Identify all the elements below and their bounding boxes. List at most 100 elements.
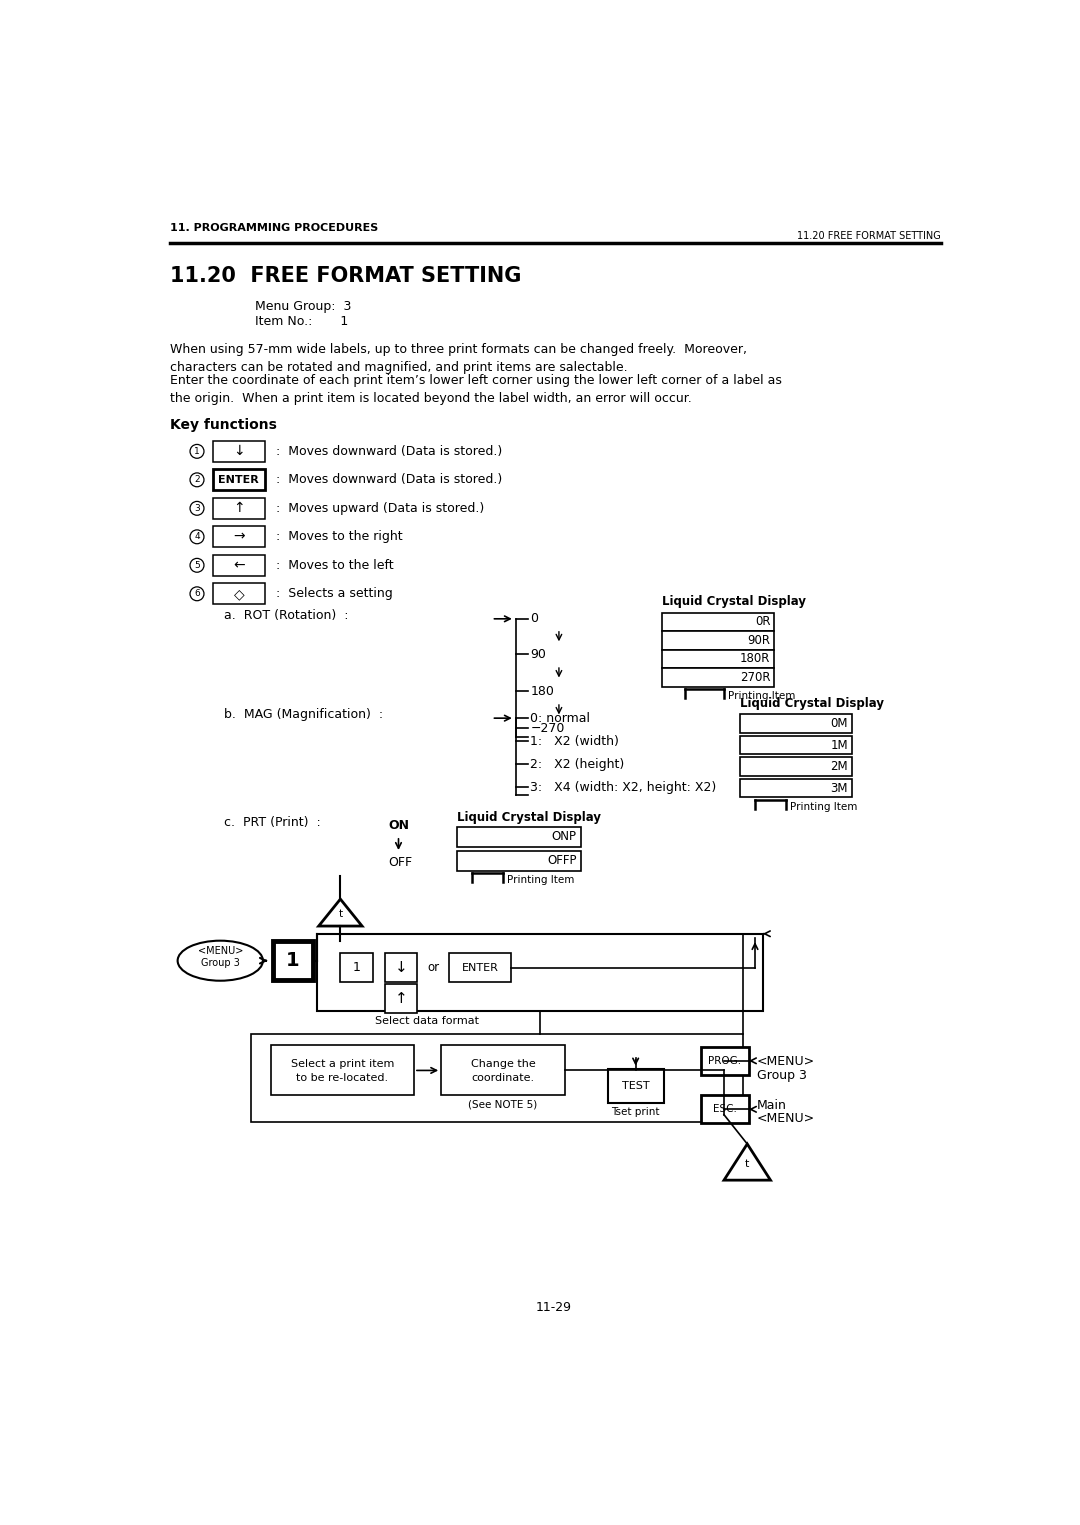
Text: ONP: ONP <box>552 830 577 843</box>
Text: −270: −270 <box>530 721 565 735</box>
Bar <box>740 779 852 798</box>
Text: 0M: 0M <box>831 717 848 730</box>
Text: 180: 180 <box>530 685 554 698</box>
Text: 11-29: 11-29 <box>536 1301 571 1313</box>
Text: ◇: ◇ <box>233 587 244 601</box>
Bar <box>441 1046 565 1095</box>
Text: c.  PRT (Print)  :: c. PRT (Print) : <box>225 816 321 830</box>
Bar <box>608 1069 663 1103</box>
Bar <box>213 555 266 576</box>
Text: 2:   X2 (height): 2: X2 (height) <box>530 758 624 770</box>
Text: 0: 0 <box>530 613 538 625</box>
Text: <MENU>: <MENU> <box>757 1112 814 1125</box>
Text: to be re-located.: to be re-located. <box>296 1074 389 1083</box>
Text: →: → <box>233 529 245 544</box>
Bar <box>384 984 417 1013</box>
Text: 2M: 2M <box>831 759 848 773</box>
Text: Select a print item: Select a print item <box>291 1060 394 1069</box>
Text: ↓: ↓ <box>394 961 407 974</box>
Text: ESC.: ESC. <box>713 1104 737 1115</box>
Text: 2: 2 <box>194 476 200 485</box>
Text: 11.20  FREE FORMAT SETTING: 11.20 FREE FORMAT SETTING <box>170 267 522 287</box>
Text: 11.20 FREE FORMAT SETTING: 11.20 FREE FORMAT SETTING <box>797 230 941 241</box>
Text: Printing Item: Printing Item <box>507 875 575 884</box>
Bar <box>662 650 774 668</box>
Bar <box>457 851 581 871</box>
Text: Main: Main <box>757 1100 786 1112</box>
Bar <box>318 933 762 1011</box>
Bar <box>740 737 852 755</box>
Bar <box>273 941 313 981</box>
Bar <box>340 953 373 982</box>
Bar <box>271 1046 414 1095</box>
Bar <box>662 668 774 686</box>
Text: TEST: TEST <box>622 1081 649 1090</box>
Text: ENTER: ENTER <box>461 962 498 973</box>
Text: Select data format: Select data format <box>375 1016 480 1026</box>
Text: 1: 1 <box>194 447 200 456</box>
Text: <MENU>
Group 3: <MENU> Group 3 <box>198 946 243 968</box>
Text: OFF: OFF <box>389 856 413 869</box>
Bar <box>457 827 581 846</box>
Text: b.  MAG (Magnification)  :: b. MAG (Magnification) : <box>225 708 383 721</box>
Text: Enter the coordinate of each print item’s lower left corner using the lower left: Enter the coordinate of each print item’… <box>170 374 782 406</box>
Text: :  Selects a setting: : Selects a setting <box>276 587 393 601</box>
Text: Change the: Change the <box>471 1060 536 1069</box>
Bar <box>384 953 417 982</box>
Text: ←: ← <box>233 558 245 572</box>
Text: Liquid Crystal Display: Liquid Crystal Display <box>662 595 806 608</box>
Bar <box>701 1095 748 1124</box>
Bar <box>740 714 852 734</box>
Text: t: t <box>745 1159 750 1168</box>
Text: :  Moves upward (Data is stored.): : Moves upward (Data is stored.) <box>276 502 484 515</box>
Text: 3M: 3M <box>831 782 848 795</box>
Bar <box>662 613 774 631</box>
Bar <box>213 441 266 462</box>
Text: or: or <box>428 961 440 974</box>
Text: 5: 5 <box>194 561 200 570</box>
Text: 180R: 180R <box>740 653 770 665</box>
Text: 0: normal: 0: normal <box>530 712 591 724</box>
Text: :  Moves downward (Data is stored.): : Moves downward (Data is stored.) <box>276 445 502 457</box>
Text: <MENU>: <MENU> <box>757 1055 814 1068</box>
Text: coordinate.: coordinate. <box>472 1074 535 1083</box>
Text: a.  ROT (Rotation)  :: a. ROT (Rotation) : <box>225 608 349 622</box>
Text: ENTER: ENTER <box>218 474 259 485</box>
Text: Liquid Crystal Display: Liquid Crystal Display <box>740 697 883 711</box>
Text: 90R: 90R <box>747 634 770 647</box>
Bar <box>701 1048 748 1075</box>
Bar <box>213 584 266 604</box>
Text: ↑: ↑ <box>233 502 245 515</box>
Text: 6: 6 <box>194 589 200 598</box>
Text: Printing Item: Printing Item <box>728 691 795 702</box>
Text: 1: 1 <box>286 952 300 970</box>
Text: Item No.:       1: Item No.: 1 <box>255 316 349 328</box>
Bar <box>662 631 774 650</box>
Text: ↓: ↓ <box>233 444 245 459</box>
Text: Key functions: Key functions <box>170 418 276 432</box>
Text: Liquid Crystal Display: Liquid Crystal Display <box>457 811 600 824</box>
Text: 90: 90 <box>530 648 546 660</box>
Text: Tset print: Tset print <box>611 1107 660 1116</box>
Text: 3: 3 <box>194 503 200 512</box>
Text: 1: 1 <box>353 961 361 974</box>
Text: 4: 4 <box>194 532 200 541</box>
Text: 3:   X4 (width: X2, height: X2): 3: X4 (width: X2, height: X2) <box>530 781 716 795</box>
Bar <box>740 758 852 776</box>
Text: 11. PROGRAMMING PROCEDURES: 11. PROGRAMMING PROCEDURES <box>170 223 378 233</box>
Bar <box>252 1034 743 1122</box>
Text: When using 57-mm wide labels, up to three print formats can be changed freely.  : When using 57-mm wide labels, up to thre… <box>170 343 747 374</box>
Text: 1:   X2 (width): 1: X2 (width) <box>530 735 619 747</box>
Text: Group 3: Group 3 <box>757 1069 807 1081</box>
Text: t: t <box>338 909 342 920</box>
Text: Menu Group:  3: Menu Group: 3 <box>255 300 351 313</box>
Text: 1M: 1M <box>831 738 848 752</box>
Bar <box>213 470 266 490</box>
Text: (See NOTE 5): (See NOTE 5) <box>469 1100 538 1109</box>
Bar <box>449 953 511 982</box>
Text: 270R: 270R <box>740 671 770 683</box>
Text: Printing Item: Printing Item <box>789 802 858 813</box>
Text: ↑: ↑ <box>394 991 407 1006</box>
Text: :  Moves to the right: : Moves to the right <box>276 531 403 543</box>
Text: :  Moves downward (Data is stored.): : Moves downward (Data is stored.) <box>276 473 502 486</box>
